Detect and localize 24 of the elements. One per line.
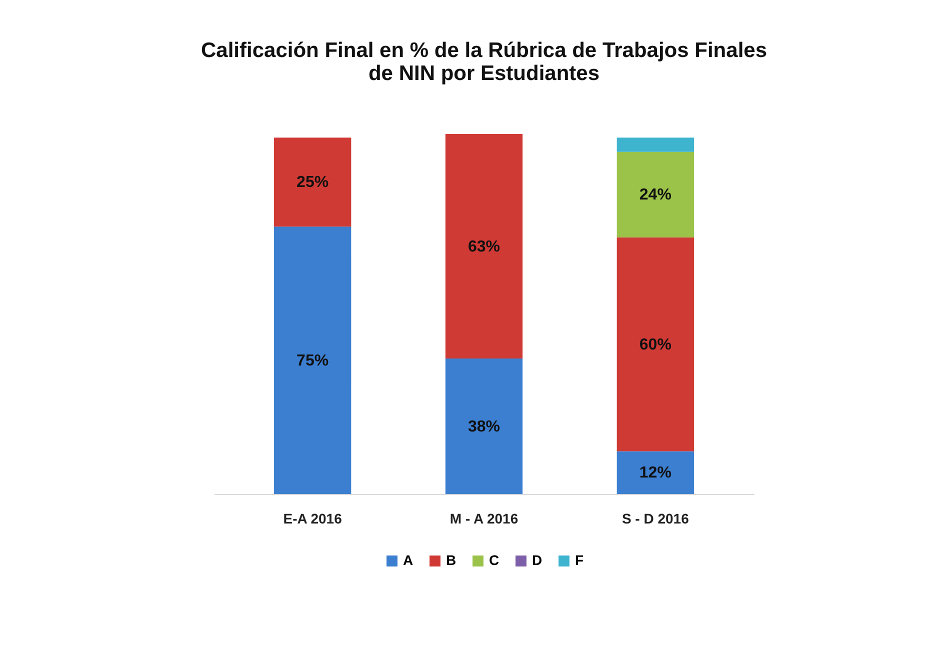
bar <box>445 134 523 359</box>
data-label: 25% <box>296 174 329 192</box>
legend-label: F <box>575 552 584 568</box>
bar <box>445 358 523 494</box>
bar <box>274 138 352 227</box>
bar <box>274 226 352 494</box>
x-tick-label: S - D 2016 <box>622 510 690 526</box>
data-label: 24% <box>639 186 672 204</box>
data-label: 12% <box>639 464 672 482</box>
bar <box>616 237 694 452</box>
chart-title: Calificación Final en % de la Rúbrica de Trabajos Finales de NIN por Estudiantes <box>200 39 768 85</box>
bar <box>616 451 694 494</box>
legend-label: B <box>446 552 456 568</box>
legend-label: A <box>403 552 414 568</box>
legend-label: D <box>532 552 542 568</box>
x-tick-label: E-A 2016 <box>283 510 342 526</box>
data-label: 63% <box>468 238 500 256</box>
bar <box>616 152 694 238</box>
bar <box>616 138 694 152</box>
legend-label: C <box>489 552 500 568</box>
data-label: 75% <box>296 352 329 370</box>
x-tick-label: M - A 2016 <box>450 510 518 526</box>
data-label: 60% <box>639 336 672 354</box>
data-label: 38% <box>468 418 500 436</box>
